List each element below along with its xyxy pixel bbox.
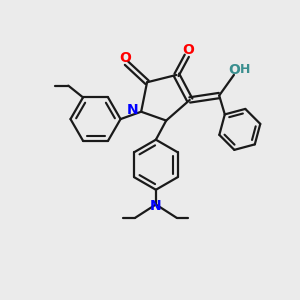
Text: N: N xyxy=(127,103,139,117)
Text: O: O xyxy=(229,63,240,76)
Text: O: O xyxy=(182,44,194,58)
Text: O: O xyxy=(119,51,131,65)
Text: H: H xyxy=(240,63,250,76)
Text: N: N xyxy=(150,199,162,213)
